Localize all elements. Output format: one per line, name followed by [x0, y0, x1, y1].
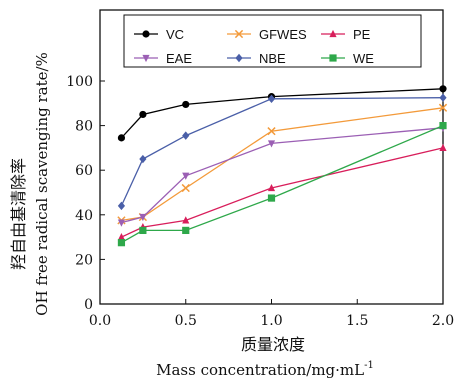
- x-axis-label-cn: 质量浓度: [241, 335, 305, 354]
- data-point-vc: [139, 110, 147, 119]
- legend-marker: [142, 30, 150, 38]
- legend-label: WE: [353, 51, 374, 66]
- legend-label: VC: [166, 27, 184, 42]
- series-we: [117, 122, 447, 247]
- data-point-we: [182, 226, 190, 235]
- legend-label: PE: [353, 27, 371, 42]
- x-tick-label: 2.0: [432, 313, 454, 329]
- data-point-nbe: [139, 154, 147, 164]
- series-line-we: [121, 125, 444, 244]
- data-point-pe: [439, 143, 447, 151]
- series-line-eae: [121, 127, 444, 224]
- series-eae: [117, 124, 447, 227]
- series-line-pe: [121, 147, 444, 238]
- y-tick-label: 80: [75, 119, 93, 135]
- legend-box: [123, 14, 422, 68]
- data-point-nbe: [117, 201, 126, 211]
- y-tick-label: 20: [75, 252, 93, 268]
- legend-marker: [235, 53, 243, 63]
- y-tick-label: 100: [66, 74, 93, 90]
- legend-label: NBE: [259, 51, 286, 66]
- data-point-we: [267, 194, 276, 202]
- data-point-nbe: [439, 93, 447, 102]
- data-point-vc: [439, 85, 447, 93]
- x-axis-label-en: Mass concentration/mg·mL-1: [156, 360, 374, 379]
- data-point-pe: [267, 183, 276, 192]
- legend: VC GFWES PE EAE NBE WE: [123, 14, 422, 68]
- data-point-vc: [182, 100, 190, 109]
- legend-item-pe: PE: [321, 27, 371, 42]
- series-nbe: [117, 93, 447, 211]
- y-tick-label: 60: [75, 163, 93, 179]
- legend-label: GFWES: [259, 27, 307, 42]
- x-tick-label: 0.5: [175, 313, 197, 329]
- data-point-eae: [267, 140, 276, 148]
- legend-marker: [329, 54, 337, 62]
- legend-item-nbe: NBE: [227, 51, 286, 66]
- x-tick-label: 1.5: [346, 313, 368, 329]
- y-axis-label-cn: 羟自由基清除率: [9, 158, 28, 270]
- x-axis-label-main: Mass concentration/mg·mL: [156, 361, 364, 379]
- series-lines: [117, 85, 448, 247]
- y-tick-label: 40: [75, 208, 93, 224]
- series-line-vc: [120, 88, 444, 139]
- legend-label: EAE: [166, 51, 192, 66]
- series-line-gfwes: [121, 107, 444, 222]
- data-point-vc: [117, 134, 126, 142]
- series-gfwes: [117, 103, 448, 225]
- x-tick-label: 1.0: [260, 313, 282, 329]
- series-pe: [117, 143, 447, 241]
- data-point-nbe: [182, 131, 190, 140]
- data-point-we: [439, 122, 447, 130]
- legend-marker: [142, 54, 150, 63]
- data-point-eae: [182, 172, 190, 180]
- legend-item-eae: EAE: [134, 51, 192, 66]
- series-vc: [117, 85, 447, 142]
- data-point-pe: [182, 216, 190, 224]
- data-point-gfwes: [438, 103, 448, 112]
- y-tick-label: 0: [84, 297, 93, 313]
- data-point-eae: [117, 219, 126, 227]
- data-point-nbe: [267, 94, 276, 104]
- legend-item-gfwes: GFWES: [227, 27, 307, 42]
- legend-item-we: WE: [321, 51, 374, 66]
- data-point-we: [117, 239, 126, 247]
- axis-ticks: 0.0 0.5 1.0 1.5 2.0 0 20 40 60 80 100: [66, 74, 454, 329]
- legend-marker: [234, 29, 244, 39]
- x-axis-label-sup: -1: [364, 360, 374, 371]
- data-point-pe: [117, 233, 126, 241]
- legend-item-vc: VC: [134, 27, 184, 42]
- legend-marker: [329, 29, 337, 38]
- data-point-gfwes: [181, 183, 190, 193]
- data-point-eae: [139, 213, 147, 222]
- x-tick-label: 0.0: [89, 313, 111, 329]
- data-point-we: [139, 226, 147, 235]
- y-axis-label-en: OH free radical scavenging rate/%: [33, 52, 51, 316]
- data-point-gfwes: [267, 127, 276, 136]
